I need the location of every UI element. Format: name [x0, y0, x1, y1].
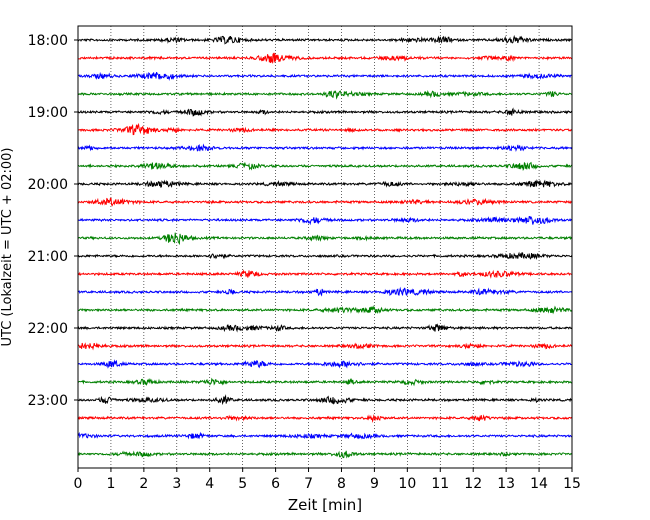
trace-line	[77, 286, 573, 297]
seismogram-traces	[77, 34, 573, 459]
x-tick-label: 7	[304, 476, 313, 492]
x-tick-label: 1	[106, 476, 115, 492]
trace-line	[77, 197, 572, 207]
y-axis-ticks: 18:00 19:00 20:00 21:00 22:00 23:00	[28, 33, 78, 409]
x-tick-label: 14	[530, 476, 548, 492]
trace-line	[77, 377, 572, 387]
trace-line	[77, 71, 573, 82]
trace-line	[77, 342, 573, 351]
x-tick-label: 15	[563, 476, 581, 492]
trace-line	[77, 359, 572, 369]
trace-line	[77, 107, 573, 117]
y-tick-label: 22:00	[28, 321, 68, 337]
trace-line	[77, 34, 573, 45]
trace-line	[77, 450, 573, 459]
x-tick-label: 0	[74, 476, 83, 492]
trace-line	[77, 251, 573, 260]
trace-line	[77, 431, 572, 440]
x-tick-label: 4	[205, 476, 214, 492]
x-tick-label: 9	[370, 476, 379, 492]
trace-line	[77, 394, 573, 406]
x-tick-label: 12	[464, 476, 482, 492]
trace-line	[77, 304, 573, 315]
x-tick-label: 13	[497, 476, 515, 492]
trace-line	[77, 143, 573, 153]
trace-line	[77, 161, 573, 171]
x-tick-label: 8	[337, 476, 346, 492]
trace-line	[77, 122, 573, 136]
trace-line	[77, 215, 573, 226]
x-tick-label: 3	[172, 476, 181, 492]
x-tick-label: 2	[139, 476, 148, 492]
trace-line	[77, 89, 573, 100]
trace-line	[77, 323, 573, 333]
y-tick-label: 18:00	[28, 33, 68, 49]
trace-line	[77, 52, 573, 64]
x-tick-label: 5	[238, 476, 247, 492]
x-tick-label: 11	[431, 476, 449, 492]
trace-line	[77, 232, 573, 246]
trace-line	[77, 269, 572, 279]
plot-border	[77, 25, 573, 469]
y-tick-label: 23:00	[28, 393, 68, 409]
x-axis-ticks: 0 1 2 3 4 5 6 7 8 9 10 11 12 13 14 15	[74, 468, 581, 492]
trace-line	[77, 414, 573, 424]
plot-frame	[78, 26, 572, 468]
y-tick-label: 20:00	[28, 177, 68, 193]
trace-line	[77, 179, 573, 188]
x-tick-label: 6	[271, 476, 280, 492]
y-tick-label: 21:00	[28, 249, 68, 265]
x-tick-label: 10	[398, 476, 416, 492]
y-tick-label: 19:00	[28, 105, 68, 121]
x-axis-label: Zeit [min]	[288, 496, 362, 514]
y-axis-label: UTC (Lokalzeit = UTC + 02:00)	[0, 148, 15, 347]
